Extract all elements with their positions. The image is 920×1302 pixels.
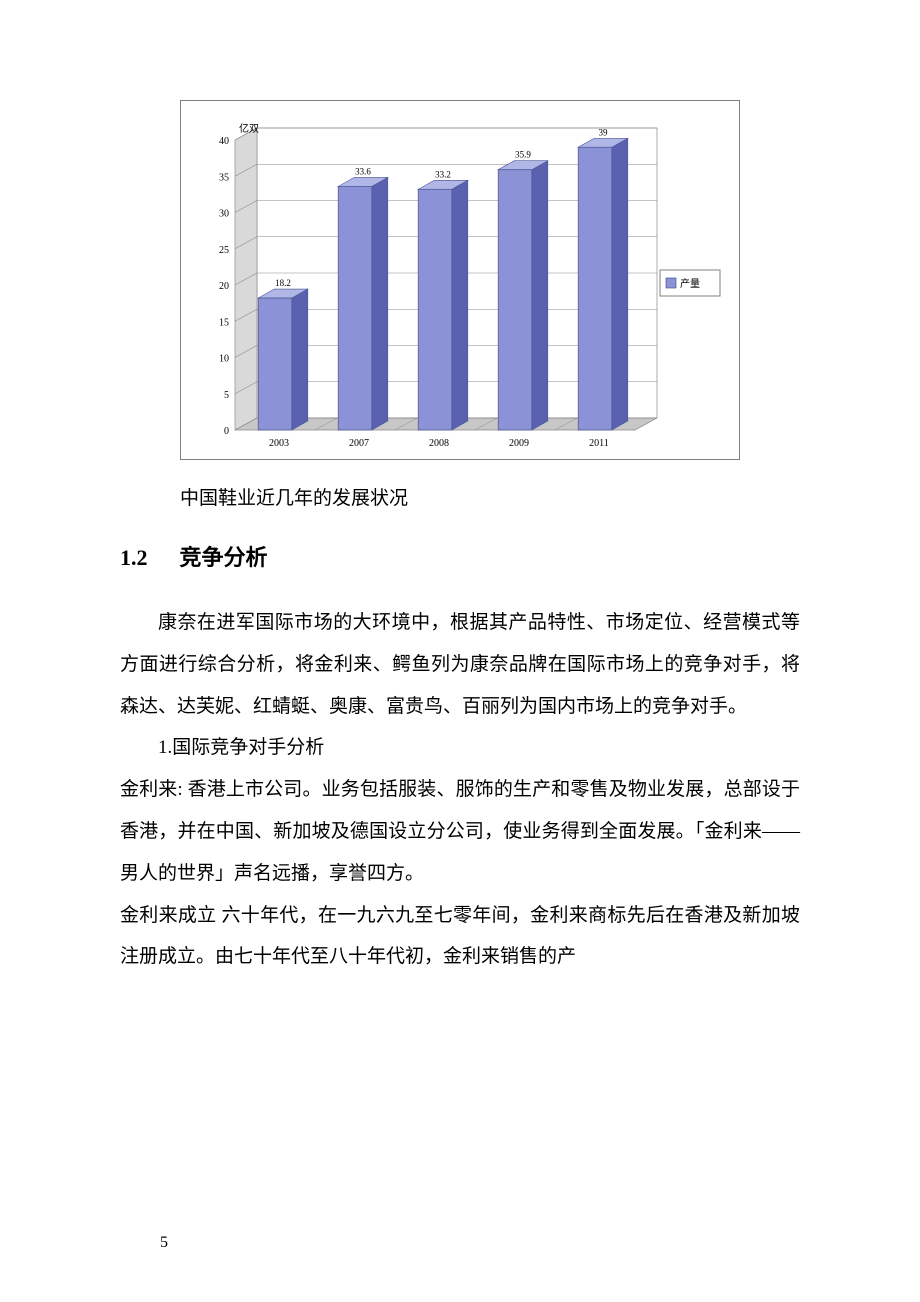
section-number: 1.2	[120, 545, 148, 570]
svg-text:5: 5	[224, 390, 229, 401]
chart-caption: 中国鞋业近几年的发展状况	[180, 483, 800, 510]
svg-text:0: 0	[224, 426, 229, 437]
svg-text:2011: 2011	[589, 438, 609, 449]
paragraph: 1.国际竞争对手分析	[120, 727, 800, 769]
document-page: 0 5 10 15 20 25 30 35 40 亿双 18.2 2003 33.6 2007 33.2 20…	[0, 0, 920, 1302]
svg-text:35.9: 35.9	[515, 150, 531, 160]
svg-text:15: 15	[219, 317, 229, 328]
svg-text:2009: 2009	[509, 438, 529, 449]
paragraph: 金利来: 香港上市公司。业务包括服装、服饰的生产和零售及物业发展，总部设于香港，…	[120, 769, 800, 894]
svg-text:35: 35	[219, 172, 229, 183]
svg-text:39: 39	[599, 127, 609, 137]
section-heading: 1.2 竞争分析	[120, 540, 800, 572]
svg-text:2008: 2008	[429, 438, 449, 449]
svg-text:18.2: 18.2	[275, 278, 291, 288]
page-number: 5	[160, 1234, 168, 1252]
section-title: 竞争分析	[180, 545, 268, 570]
svg-text:亿双: 亿双	[239, 122, 259, 135]
paragraph: 金利来成立 六十年代，在一九六九至七零年间，金利来商标先后在香港及新加坡注册成立…	[120, 895, 800, 979]
svg-text:产量: 产量	[680, 277, 700, 290]
svg-text:40: 40	[219, 136, 229, 147]
svg-text:30: 30	[219, 209, 229, 220]
svg-text:10: 10	[219, 354, 229, 365]
svg-text:25: 25	[219, 245, 229, 256]
svg-text:2003: 2003	[269, 438, 289, 449]
paragraph: 康奈在进军国际市场的大环境中，根据其产品特性、市场定位、经营模式等方面进行综合分…	[120, 602, 800, 727]
svg-text:33.2: 33.2	[435, 169, 451, 179]
svg-text:20: 20	[219, 281, 229, 292]
bar-chart-3d: 0 5 10 15 20 25 30 35 40 亿双 18.2 2003 33.6 2007 33.2 20…	[180, 100, 740, 465]
body-text: 康奈在进军国际市场的大环境中，根据其产品特性、市场定位、经营模式等方面进行综合分…	[120, 602, 800, 978]
svg-text:33.6: 33.6	[355, 166, 371, 176]
svg-text:2007: 2007	[349, 438, 369, 449]
